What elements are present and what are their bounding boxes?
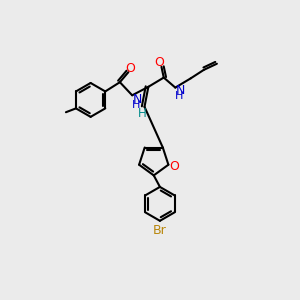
Text: H: H [175, 91, 184, 101]
Text: O: O [154, 56, 164, 69]
Text: N: N [133, 93, 142, 106]
Text: H: H [138, 107, 147, 120]
Text: O: O [169, 160, 179, 173]
Text: O: O [125, 62, 135, 75]
Text: N: N [176, 84, 185, 97]
Text: Br: Br [153, 224, 167, 236]
Text: H: H [131, 100, 140, 110]
